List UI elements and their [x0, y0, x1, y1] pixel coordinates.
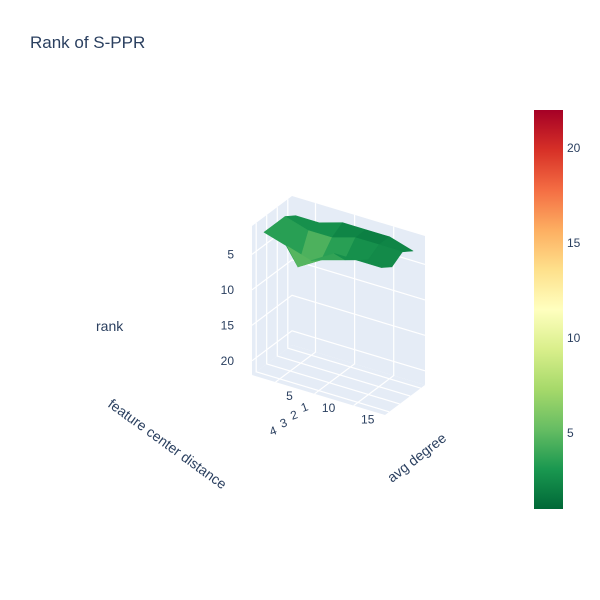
colorbar: 5 10 15 20 [534, 110, 581, 509]
gridline-x [266, 214, 400, 405]
colorbar-tick-label: 5 [567, 426, 574, 440]
z-tick-label: 5 [227, 247, 234, 261]
x-axis-title: feature center distance [105, 395, 230, 492]
gridline-z [251, 330, 426, 372]
z-tick-label: 20 [221, 354, 235, 368]
z-axis-title: rank [96, 318, 124, 334]
floor-pane [252, 345, 425, 415]
colorbar-tick-label: 10 [567, 331, 581, 345]
y-tick-label: 15 [361, 413, 375, 427]
y-axis-title: avg degree [384, 429, 449, 485]
colorbar-tick-label: 15 [567, 236, 581, 250]
y-tick-label: 5 [286, 389, 293, 403]
z-tick-label: 10 [221, 283, 235, 297]
page-title: Rank of S-PPR [30, 33, 146, 52]
gridline-x [276, 207, 411, 397]
colorbar-tick-label: 20 [567, 141, 581, 155]
x-tick-label: 3 [278, 415, 289, 431]
x-tick-label: 4 [267, 423, 278, 439]
gridline-x [255, 222, 390, 413]
y-tick-label: 10 [322, 401, 336, 415]
z-tick-label: 15 [221, 318, 235, 332]
gridline-z [251, 294, 426, 336]
x-tick-label: 2 [289, 407, 300, 423]
gridline-y [353, 226, 395, 407]
surface-patch[interactable] [357, 259, 393, 268]
colorbar-bar [534, 110, 563, 509]
x-tick-label: 1 [299, 399, 310, 415]
gridline-z [251, 259, 426, 301]
gridline-y [314, 214, 356, 395]
